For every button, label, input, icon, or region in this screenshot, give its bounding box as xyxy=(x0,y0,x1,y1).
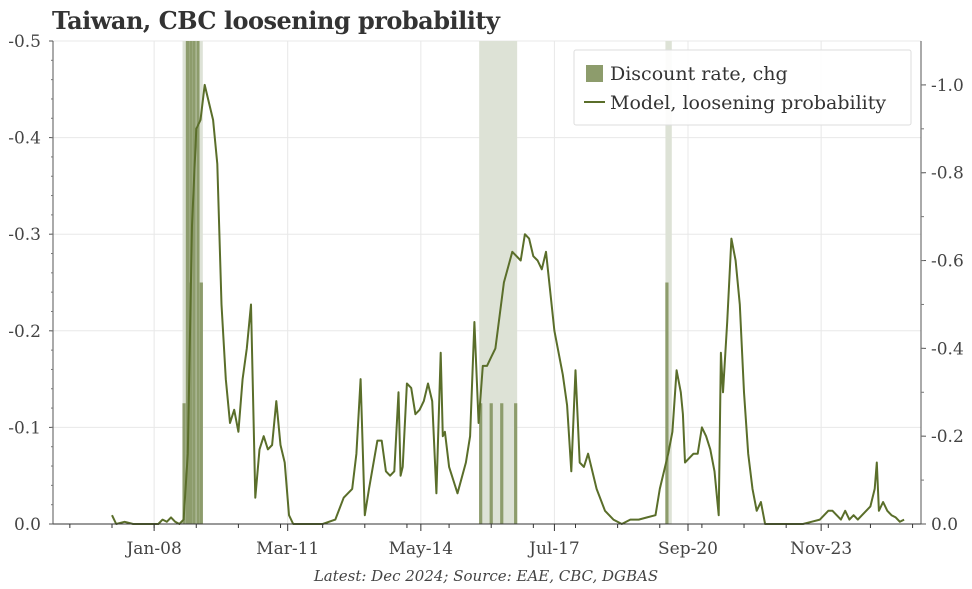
shaded-period xyxy=(665,41,672,524)
x-tick-label: Jan-08 xyxy=(124,539,181,559)
discount-rate-bar xyxy=(500,403,504,524)
left-tick-label: -0.3 xyxy=(8,225,41,245)
x-tick-label: Jul-17 xyxy=(527,539,580,559)
discount-rate-bar xyxy=(479,403,483,524)
chart-title: Taiwan, CBC loosening probability xyxy=(52,6,500,35)
shaded-period xyxy=(479,41,518,524)
x-tick-label: Nov-23 xyxy=(790,539,852,559)
right-tick-label: -0.8 xyxy=(931,164,964,184)
legend-box xyxy=(573,49,912,126)
discount-rate-bar xyxy=(192,41,196,524)
legend-bar-swatch xyxy=(586,65,603,82)
discount-rate-bar xyxy=(514,403,518,524)
chart-footnote: Latest: Dec 2024; Source: EAE, CBC, DGBA… xyxy=(313,567,659,585)
left-tick-label: -0.2 xyxy=(8,322,41,342)
discount-rate-bar xyxy=(182,403,186,524)
legend-label-discount-rate: Discount rate, chg xyxy=(610,63,788,85)
right-tick-label: -0.2 xyxy=(931,427,964,447)
discount-rate-bar xyxy=(199,282,203,524)
x-tick-label: Sep-20 xyxy=(658,539,718,559)
legend-label-model: Model, loosening probability xyxy=(610,92,886,114)
right-tick-label: 0.0 xyxy=(931,515,958,535)
right-tick-label: -1.0 xyxy=(931,76,964,96)
right-tick-label: -0.4 xyxy=(931,339,964,359)
model-loosening-line xyxy=(111,83,905,525)
axes: Jan-08 Mar-11 May-14 Jul-17 Sep-20 Nov-23 0.0 -… xyxy=(8,32,964,559)
discount-rate-bar xyxy=(185,41,190,524)
x-tick-label: May-14 xyxy=(389,539,454,559)
left-tick-label: -0.5 xyxy=(8,32,41,52)
discount-rate-bar xyxy=(196,41,200,524)
discount-rate-bar xyxy=(489,403,493,524)
right-tick-label: -0.6 xyxy=(931,252,964,272)
legend: Discount rate, chg Model, loosening proba… xyxy=(573,49,912,126)
x-tick-label: Mar-11 xyxy=(256,539,319,559)
left-tick-label: -0.1 xyxy=(8,418,41,438)
discount-rate-bar xyxy=(665,282,669,524)
model-line xyxy=(111,83,905,525)
left-tick-label: 0.0 xyxy=(14,515,41,535)
left-tick-label: -0.4 xyxy=(8,129,41,149)
